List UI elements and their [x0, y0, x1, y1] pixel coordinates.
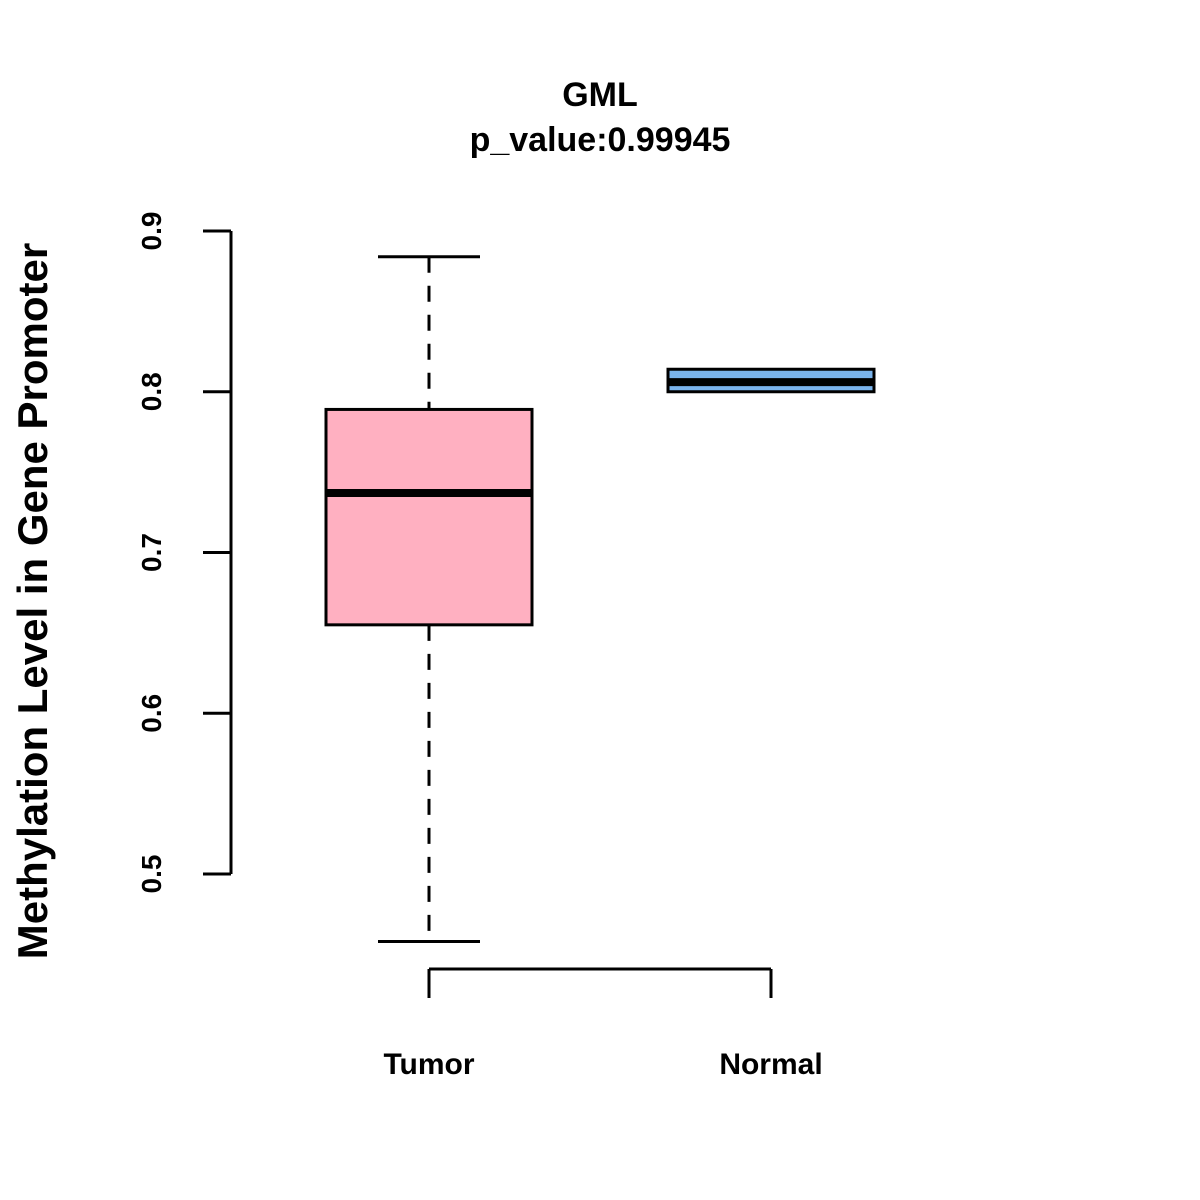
- box-tumor: [324, 255, 534, 944]
- x-axis: Tumor Normal: [383, 967, 823, 1081]
- box-iqr: [324, 407, 534, 627]
- y-axis-label: Methylation Level in Gene Promoter: [9, 243, 56, 959]
- chart-subtitle: p_value:0.99945: [470, 121, 731, 159]
- x-tick-label: Normal: [719, 1048, 822, 1081]
- y-tick-label: 0.5: [136, 855, 167, 894]
- box-normal: [666, 367, 876, 394]
- y-tick-label: 0.6: [136, 694, 167, 733]
- chart-title: GML: [562, 76, 638, 114]
- y-tick-label: 0.9: [136, 212, 167, 251]
- x-tick-label: Tumor: [383, 1048, 474, 1081]
- y-axis: 0.5 0.6 0.7 0.8 0.9: [136, 212, 233, 894]
- y-tick-label: 0.7: [136, 533, 167, 572]
- boxes-group: [324, 255, 876, 944]
- y-tick-label: 0.8: [136, 372, 167, 411]
